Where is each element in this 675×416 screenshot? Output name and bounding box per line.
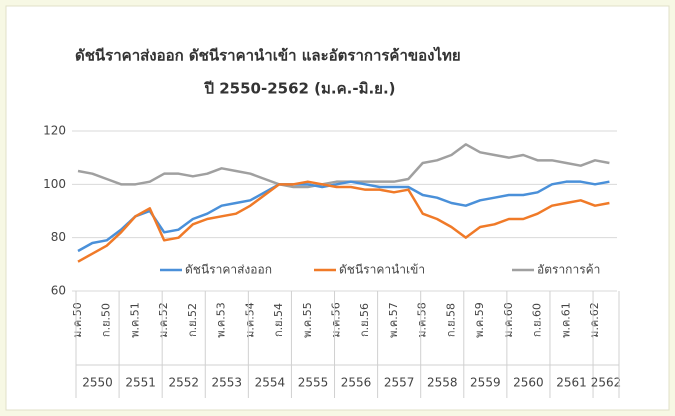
- x-tick-label: ม.ค.50: [71, 302, 84, 338]
- year-label: 2555: [298, 376, 329, 390]
- y-tick-label: 100: [43, 177, 66, 191]
- year-label: 2556: [341, 376, 372, 390]
- x-tick-label: ก.ย.58: [444, 303, 457, 337]
- year-label: 2558: [427, 376, 458, 390]
- year-label: 2557: [384, 376, 415, 390]
- x-tick-label: ม.ค.60: [502, 302, 515, 338]
- x-tick-label: พ.ค.57: [387, 302, 400, 338]
- x-tick-label: ก.ย.56: [358, 303, 371, 337]
- legend-label: ดัชนีราคาส่งออก: [185, 263, 272, 277]
- y-tick-label: 60: [51, 284, 66, 298]
- year-label: 2552: [168, 376, 199, 390]
- y-tick-label: 80: [51, 230, 66, 244]
- legend-label: อัตราการค้า: [537, 263, 600, 277]
- x-tick-label: พ.ค.51: [128, 302, 141, 338]
- series-line: [77, 143, 610, 189]
- chart-subtitle: ปี 2550-2562 (ม.ค.-มิ.ย.): [204, 80, 396, 98]
- x-tick-label: พ.ค.53: [215, 302, 228, 338]
- year-label: 2553: [212, 376, 243, 390]
- year-label: 2554: [255, 376, 286, 390]
- chart-panel: [5, 5, 670, 411]
- x-tick-label: ก.ย.60: [531, 303, 544, 337]
- year-label: 2562: [591, 376, 622, 390]
- x-tick-label: ม.ค.62: [588, 302, 601, 338]
- x-tick-label: พ.ค.61: [559, 302, 572, 338]
- chart-title: ดัชนีราคาส่งออก ดัชนีราคานำเข้า และอัตรา…: [75, 46, 461, 65]
- series-line: [77, 180, 610, 263]
- x-tick-label: ม.ค.58: [416, 302, 429, 338]
- x-tick-label: ก.ย.54: [272, 303, 285, 337]
- x-tick-label: พ.ค.55: [301, 302, 314, 338]
- series-line: [77, 180, 610, 253]
- year-label: 2561: [556, 376, 587, 390]
- x-tick-label: ก.ย.52: [186, 303, 199, 337]
- year-label: 2550: [82, 376, 113, 390]
- x-tick-label: พ.ค.59: [473, 302, 486, 338]
- x-tick-label: ม.ค.54: [243, 302, 256, 338]
- legend-label: ดัชนีราคานำเข้า: [339, 263, 425, 277]
- year-label: 2559: [470, 376, 501, 390]
- year-label: 2560: [513, 376, 544, 390]
- year-label: 2551: [125, 376, 156, 390]
- x-tick-label: ม.ค.56: [330, 302, 343, 338]
- x-tick-label: ม.ค.52: [157, 302, 170, 338]
- y-tick-label: 120: [43, 124, 66, 138]
- x-tick-label: ก.ย.50: [100, 303, 113, 337]
